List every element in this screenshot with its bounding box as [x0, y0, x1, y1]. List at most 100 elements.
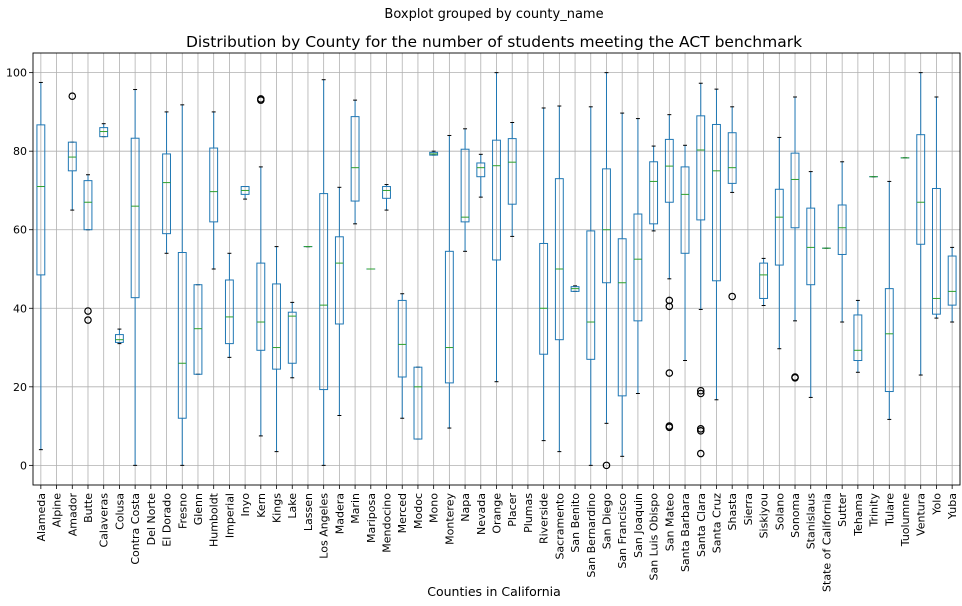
- x-tick-label: Colusa: [113, 493, 126, 530]
- iqr-box: [554, 178, 564, 341]
- x-tick-label: San Francisco: [616, 493, 629, 569]
- x-tick-label: Sutter: [836, 493, 849, 527]
- iqr-box: [476, 162, 486, 178]
- x-tick-label: Humboldt: [208, 492, 221, 547]
- iqr-box: [193, 284, 203, 375]
- x-tick-label: Santa Cruz: [710, 493, 723, 553]
- box-12: [224, 252, 234, 358]
- x-tick-label: Stanislaus: [805, 493, 818, 550]
- iqr-box: [83, 180, 93, 231]
- x-tick-label: Inyo: [239, 493, 252, 517]
- y-tick-label: 100: [6, 67, 27, 80]
- iqr-box: [884, 288, 894, 393]
- x-axis-ticks: Alameda Alpine Amador Butte Calaveras Colusa C…: [35, 485, 959, 592]
- box-5: [114, 328, 124, 345]
- x-tick-label: Sonoma: [789, 493, 802, 538]
- box-0: [36, 81, 46, 451]
- iqr-box: [382, 186, 391, 199]
- x-tick-label: Mariposa: [365, 493, 378, 543]
- box-49: [806, 171, 816, 398]
- iqr-box: [602, 168, 611, 284]
- y-axis-ticks: 0 20 40 60 80 100: [6, 67, 33, 472]
- iqr-box: [774, 188, 784, 266]
- x-tick-label: Sacramento: [553, 493, 566, 560]
- iqr-box: [224, 279, 234, 345]
- iqr-box: [790, 152, 800, 229]
- iqr-box: [586, 230, 596, 360]
- box-26: [444, 134, 454, 429]
- x-tick-label: Marin: [349, 493, 362, 524]
- box-25: [429, 150, 439, 156]
- x-tick-label: Butte: [82, 493, 95, 523]
- box-34: [570, 285, 580, 292]
- box-18: [319, 79, 329, 466]
- outlier-point: [696, 427, 705, 435]
- x-tick-label: Tuolumne: [899, 493, 912, 547]
- x-tick-label: Solano: [773, 493, 786, 530]
- iqr-box: [759, 262, 769, 299]
- box-11: [209, 111, 219, 270]
- x-tick-label: El Dorado: [161, 493, 174, 547]
- box-44: [727, 106, 737, 301]
- x-tick-label: Alpine: [51, 493, 64, 528]
- box-10: [193, 284, 203, 375]
- x-tick-label: Placer: [506, 493, 519, 527]
- iqr-box: [397, 299, 407, 378]
- x-tick-label: Fresno: [176, 493, 189, 529]
- box-56: [916, 72, 926, 376]
- box-39: [649, 145, 659, 232]
- iqr-box: [806, 207, 816, 286]
- x-tick-label: Sierra: [742, 493, 755, 525]
- x-tick-label: Kern: [255, 493, 268, 518]
- x-tick-label: Alameda: [35, 493, 48, 542]
- box-47: [774, 136, 784, 350]
- iqr-box: [837, 204, 847, 255]
- x-tick-label: Los Angeles: [318, 493, 331, 559]
- box-51: [837, 161, 847, 323]
- x-tick-label: Lake: [286, 493, 299, 519]
- box-20: [350, 99, 360, 225]
- x-tick-label: San Luis Obispo: [648, 493, 661, 581]
- x-tick-label: Imperial: [223, 493, 236, 538]
- iqr-box: [853, 314, 863, 362]
- box-36: [602, 72, 611, 470]
- outlier-point: [665, 302, 674, 311]
- outlier-point: [696, 449, 705, 458]
- outlier-point: [257, 96, 265, 104]
- iqr-box: [680, 166, 690, 254]
- box-52: [853, 299, 863, 373]
- outlier-point: [696, 389, 705, 398]
- iqr-box: [916, 134, 926, 245]
- x-tick-label: San Bernardino: [585, 493, 598, 578]
- iqr-box: [272, 283, 281, 370]
- iqr-box: [932, 187, 941, 315]
- x-tick-label: San Benito: [569, 493, 582, 553]
- box-32: [539, 107, 549, 442]
- iqr-box: [696, 115, 706, 221]
- box-57: [932, 96, 941, 319]
- x-tick-label: Mendocino: [381, 493, 394, 553]
- x-tick-label: Orange: [491, 493, 504, 534]
- box-42: [696, 82, 706, 458]
- x-tick-label: Calaveras: [98, 493, 111, 548]
- box-6: [130, 89, 140, 466]
- x-tick-label: San Joaquin: [632, 493, 645, 558]
- x-tick-label: Tehama: [852, 493, 865, 537]
- x-tick-label: State of California: [820, 493, 833, 592]
- plot-frame: [32, 52, 961, 486]
- iqr-box: [114, 334, 124, 343]
- x-tick-label: Amador: [66, 493, 79, 537]
- iqr-box: [36, 124, 46, 276]
- iqr-box: [99, 127, 109, 138]
- x-tick-label: Ventura: [915, 493, 928, 536]
- x-tick-label: Lassen: [302, 493, 315, 531]
- x-tick-label: Shasta: [726, 493, 739, 530]
- iqr-box: [539, 242, 549, 355]
- box-9: [177, 104, 187, 466]
- iqr-box: [350, 116, 360, 202]
- x-tick-label: Plumas: [522, 493, 535, 533]
- iqr-box: [492, 139, 501, 261]
- box-35: [586, 106, 596, 466]
- box-43: [712, 88, 721, 401]
